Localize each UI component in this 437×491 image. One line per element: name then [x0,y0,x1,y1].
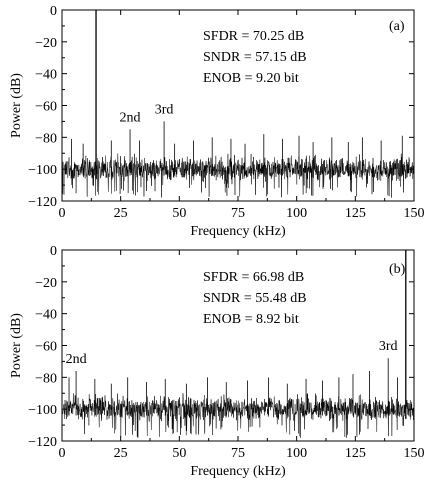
x-axis-title: Frequency (kHz) [190,464,286,479]
y-tick-label: −20 [35,36,57,51]
y-tick-label: −80 [35,371,57,386]
spectrum-panel-b: 0 25 50 75 100 125 150 0 −20 −40 −60 −80 −100 −120 Fre… [9,244,425,479]
y-tick-label: 0 [50,244,57,259]
x-tick-label: 25 [114,206,128,221]
x-tick-label: 100 [286,446,307,461]
y-tick-label: −40 [35,68,57,83]
spectrum-panel-a: 0 25 50 75 100 125 150 0 −20 −40 −60 −80 −100 −120 Fre… [9,4,425,239]
metric-text: SNDR = 57.15 dB [203,50,307,65]
x-tick-label: 75 [231,206,245,221]
y-tick-label: −40 [35,308,57,323]
metric-text: ENOB = 9.20 bit [203,71,299,86]
harmonic-label: 3rd [379,339,398,354]
x-tick-label: 50 [172,206,186,221]
x-tick-label: 125 [345,446,366,461]
x-tick-label: 75 [231,446,245,461]
x-tick-label: 100 [286,206,307,221]
y-tick-label: −100 [28,163,57,178]
y-tick-label: −60 [35,100,57,115]
x-tick-label: 0 [59,446,66,461]
y-tick-label: −120 [28,195,57,210]
y-tick-label: −80 [35,131,57,146]
y-axis-title: Power (dB) [9,313,24,378]
x-tick-label: 150 [404,446,425,461]
x-tick-label: 0 [59,206,66,221]
x-axis-title: Frequency (kHz) [190,224,286,239]
x-tick-label: 50 [172,446,186,461]
x-tick-label: 25 [114,446,128,461]
y-tick-label: −100 [28,403,57,418]
y-tick-label: −60 [35,340,57,355]
metric-text: SFDR = 66.98 dB [203,270,304,285]
noise-floor-trace [61,393,415,438]
metric-text: SNDR = 55.48 dB [203,291,307,306]
panel-label: (b) [389,262,406,277]
y-tick-label: 0 [50,4,57,19]
harmonic-label: 2nd [120,110,141,125]
harmonic-label: 3rd [155,102,174,117]
y-tick-label: −20 [35,276,57,291]
noise-floor-trace [61,153,415,198]
x-tick-label: 125 [345,206,366,221]
y-tick-label: −120 [28,435,57,450]
metric-text: SFDR = 70.25 dB [203,29,304,44]
panel-label: (a) [389,19,405,34]
harmonic-label: 2nd [66,352,87,367]
metric-text: ENOB = 8.92 bit [203,312,299,327]
x-tick-label: 150 [404,206,425,221]
y-axis-title: Power (dB) [9,73,24,138]
